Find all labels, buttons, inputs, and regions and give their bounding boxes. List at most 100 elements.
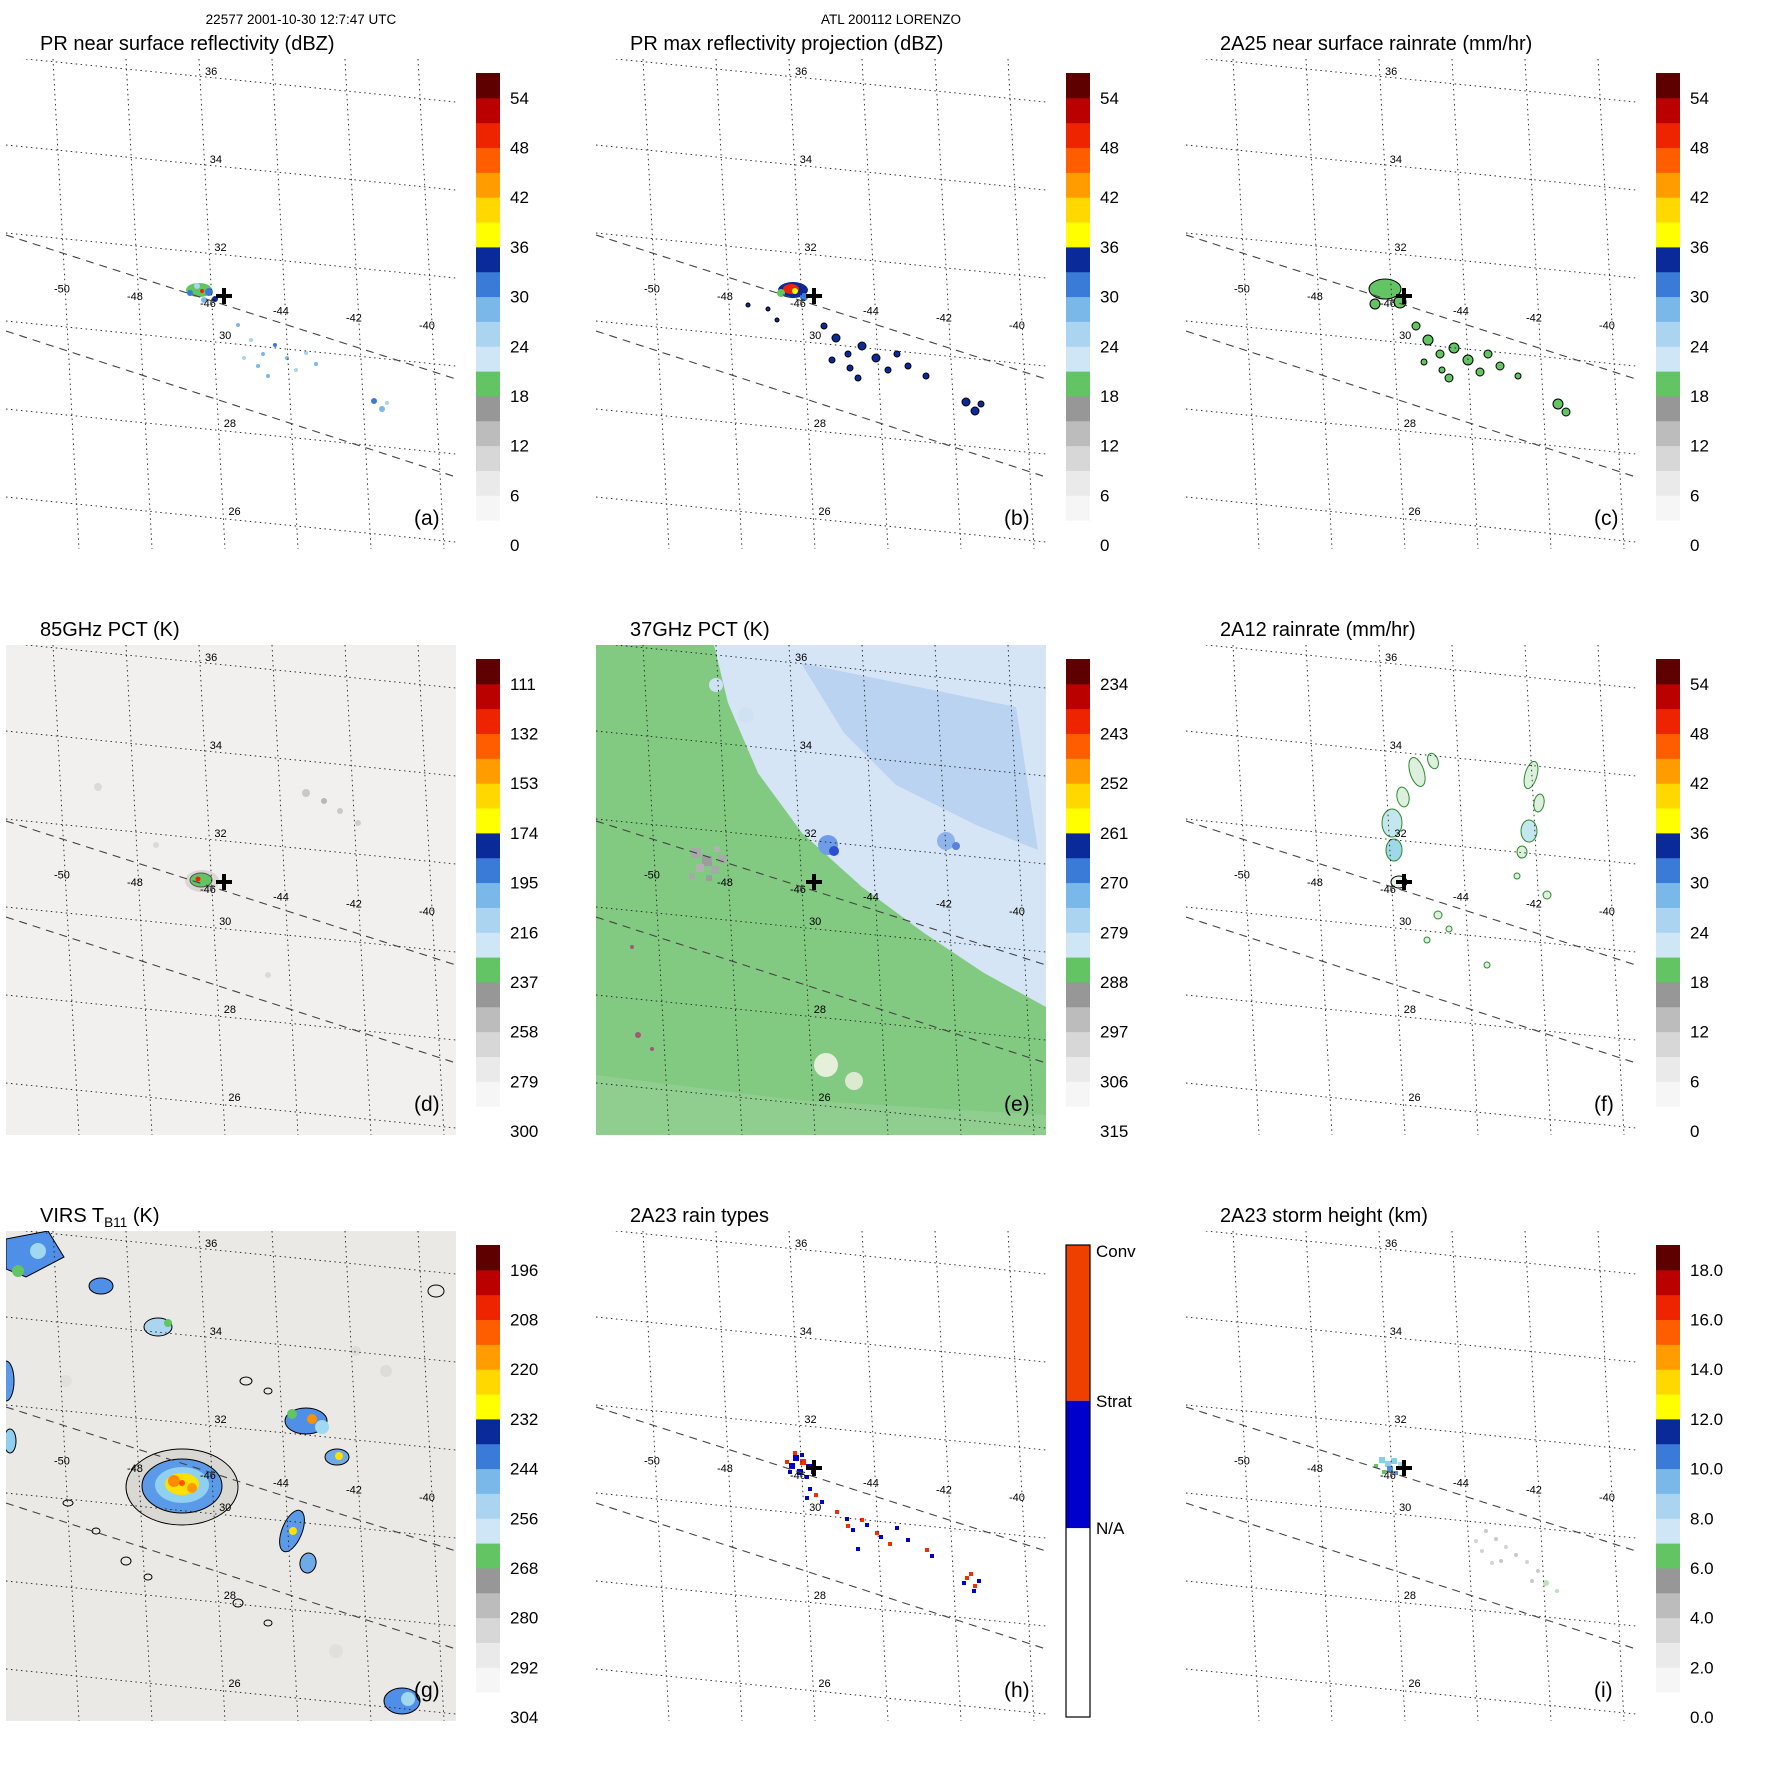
svg-text:(i): (i) [1594, 1679, 1613, 1702]
svg-text:-44: -44 [863, 1477, 879, 1489]
panel-d-canvas: 363432302826-50-48-46-44-42-40(d)1111321… [6, 645, 538, 1141]
svg-text:288: 288 [1100, 973, 1128, 992]
svg-text:(f): (f) [1594, 1093, 1614, 1116]
panel-c-title: 2A25 near surface rainrate (mm/hr) [1220, 33, 1533, 55]
svg-text:12: 12 [510, 437, 529, 456]
panel-e-canvas: 363432302826-50-48-46-44-42-40(e)2342432… [596, 645, 1128, 1141]
panel-a-canvas: 363432302826-50-48-46-44-42-40(a)5448423… [6, 59, 529, 555]
svg-text:42: 42 [1690, 774, 1709, 793]
svg-text:34: 34 [210, 154, 222, 166]
svg-text:26: 26 [818, 506, 830, 518]
svg-text:12: 12 [1690, 1023, 1709, 1042]
svg-text:111: 111 [510, 675, 536, 694]
panel-d: 85GHz PCT (K) 36 34 32 30 28 26 -50 -48 -46 -44 -4… [6, 615, 596, 1157]
svg-text:-40: -40 [1599, 1492, 1615, 1504]
svg-text:-50: -50 [54, 870, 70, 882]
svg-text:196: 196 [510, 1261, 538, 1280]
svg-text:12: 12 [1100, 437, 1119, 456]
svg-text:-42: -42 [1526, 1485, 1542, 1497]
svg-text:-40: -40 [1599, 320, 1615, 332]
svg-text:54: 54 [1690, 89, 1709, 108]
svg-text:-44: -44 [1453, 891, 1469, 903]
svg-text:30: 30 [1690, 874, 1709, 893]
svg-text:30: 30 [809, 916, 821, 928]
svg-text:-44: -44 [1453, 1477, 1469, 1489]
svg-text:36: 36 [205, 66, 217, 78]
svg-text:34: 34 [1390, 1326, 1402, 1338]
svg-text:24: 24 [1690, 923, 1709, 942]
svg-text:-44: -44 [863, 891, 879, 903]
svg-text:-50: -50 [1234, 284, 1250, 296]
svg-text:34: 34 [1390, 740, 1402, 752]
svg-text:243: 243 [1100, 725, 1128, 744]
svg-text:-42: -42 [1526, 313, 1542, 325]
svg-text:-42: -42 [346, 313, 362, 325]
svg-text:28: 28 [224, 1590, 236, 1602]
svg-text:6: 6 [1690, 486, 1699, 505]
svg-text:-48: -48 [127, 877, 143, 889]
svg-text:-48: -48 [127, 291, 143, 303]
svg-text:36: 36 [795, 66, 807, 78]
svg-text:34: 34 [800, 1326, 812, 1338]
svg-text:28: 28 [814, 1590, 826, 1602]
svg-text:34: 34 [210, 740, 222, 752]
svg-text:261: 261 [1100, 824, 1128, 843]
header-orbit-timestamp: 22577 2001-10-30 12:7:47 UTC [205, 12, 397, 27]
svg-text:-40: -40 [1009, 320, 1025, 332]
svg-text:32: 32 [214, 828, 226, 840]
svg-text:-48: -48 [717, 877, 733, 889]
svg-text:252: 252 [1100, 774, 1128, 793]
panel-c: 2A25 near surface rainrate (mm/hr) 36 34 3… [1186, 29, 1771, 571]
svg-text:-42: -42 [936, 899, 952, 911]
panel-c-canvas: 363432302826-50-48-46-44-42-40(c)5448423… [1186, 59, 1709, 555]
svg-text:-40: -40 [419, 906, 435, 918]
svg-text:(b): (b) [1004, 507, 1030, 530]
svg-text:14.0: 14.0 [1690, 1360, 1723, 1379]
svg-text:6: 6 [1100, 486, 1109, 505]
svg-text:256: 256 [510, 1509, 538, 1528]
svg-text:(h): (h) [1004, 1679, 1030, 1702]
panel-f-title: 2A12 rainrate (mm/hr) [1220, 619, 1416, 641]
svg-text:30: 30 [809, 330, 821, 342]
svg-text:36: 36 [795, 1238, 807, 1250]
panel-grid: PR near surface reflectivity (dBZ) 36 34 3… [0, 27, 1771, 1753]
svg-text:12: 12 [1690, 437, 1709, 456]
svg-text:30: 30 [219, 916, 231, 928]
svg-text:232: 232 [510, 1410, 538, 1429]
svg-text:18.0: 18.0 [1690, 1261, 1723, 1280]
panel-f-canvas: 363432302826-50-48-46-44-42-40(f)5448423… [1186, 645, 1709, 1141]
svg-text:18: 18 [510, 387, 529, 406]
panel-f: 2A12 rainrate (mm/hr) 36 34 32 30 28 26 -50 -48… [1186, 615, 1771, 1157]
svg-text:36: 36 [1385, 1238, 1397, 1250]
svg-text:34: 34 [1390, 154, 1402, 166]
svg-text:10.0: 10.0 [1690, 1460, 1723, 1479]
svg-text:48: 48 [510, 139, 529, 158]
svg-text:280: 280 [510, 1609, 538, 1628]
svg-text:34: 34 [800, 740, 812, 752]
svg-text:0: 0 [1690, 1122, 1699, 1141]
svg-text:195: 195 [510, 874, 538, 893]
svg-text:30: 30 [809, 1502, 821, 1514]
panel-i: 2A23 storm height (km) 36 34 32 30 28 26 -50 -4… [1186, 1201, 1771, 1743]
svg-text:(g): (g) [414, 1679, 440, 1702]
svg-text:-48: -48 [717, 1463, 733, 1475]
svg-text:244: 244 [510, 1460, 538, 1479]
svg-text:220: 220 [510, 1360, 538, 1379]
svg-text:28: 28 [814, 418, 826, 430]
svg-text:-48: -48 [717, 291, 733, 303]
svg-text:258: 258 [510, 1023, 538, 1042]
svg-text:30: 30 [219, 330, 231, 342]
svg-text:36: 36 [1385, 66, 1397, 78]
svg-text:26: 26 [818, 1092, 830, 1104]
svg-text:48: 48 [1690, 139, 1709, 158]
svg-text:26: 26 [1408, 1092, 1420, 1104]
svg-text:24: 24 [1690, 337, 1709, 356]
svg-text:(a): (a) [414, 507, 440, 530]
svg-text:34: 34 [800, 154, 812, 166]
svg-text:12.0: 12.0 [1690, 1410, 1723, 1429]
svg-text:18: 18 [1690, 387, 1709, 406]
svg-text:28: 28 [224, 1004, 236, 1016]
panel-d-title: 85GHz PCT (K) [40, 619, 180, 641]
svg-text:24: 24 [510, 337, 529, 356]
panel-b-title: PR max reflectivity projection (dBZ) [630, 33, 944, 55]
